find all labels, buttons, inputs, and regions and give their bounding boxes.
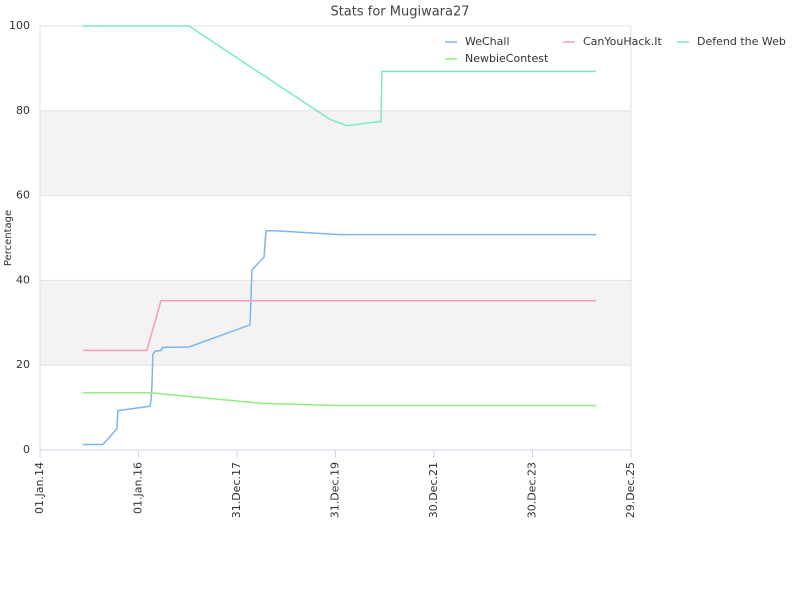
x-tick-label: 31.Dec.19	[329, 462, 342, 518]
y-tick-label: 20	[16, 358, 30, 371]
y-tick-label: 60	[16, 189, 30, 202]
series-line	[82, 392, 597, 407]
legend-label: WeChall	[465, 35, 510, 48]
x-tick-label: 29.Dec.25	[624, 462, 637, 518]
y-tick-label: 0	[23, 443, 30, 456]
x-tick-label: 01.Jan.16	[132, 462, 145, 514]
legend-label: CanYouHack.It	[583, 35, 663, 48]
plot-band	[40, 280, 631, 366]
series-line	[82, 230, 597, 446]
legend-label: NewbieContest	[465, 52, 549, 65]
series-line	[82, 25, 597, 127]
y-tick-label: 80	[16, 104, 30, 117]
chart-title: Stats for Mugiwara27	[330, 5, 469, 20]
x-tick-label: 30.Dec.21	[427, 462, 440, 518]
y-tick-label: 100	[9, 19, 30, 32]
x-tick-label: 31.Dec.17	[230, 462, 243, 518]
y-axis-label: Percentage	[3, 210, 14, 266]
legend-label: Defend the Web	[697, 35, 786, 48]
x-tick-label: 30.Dec.23	[526, 462, 539, 518]
x-tick-label: 01.Jan.14	[33, 462, 46, 514]
series-line	[82, 300, 597, 352]
plot-band	[40, 110, 631, 196]
y-tick-label: 40	[16, 273, 30, 286]
